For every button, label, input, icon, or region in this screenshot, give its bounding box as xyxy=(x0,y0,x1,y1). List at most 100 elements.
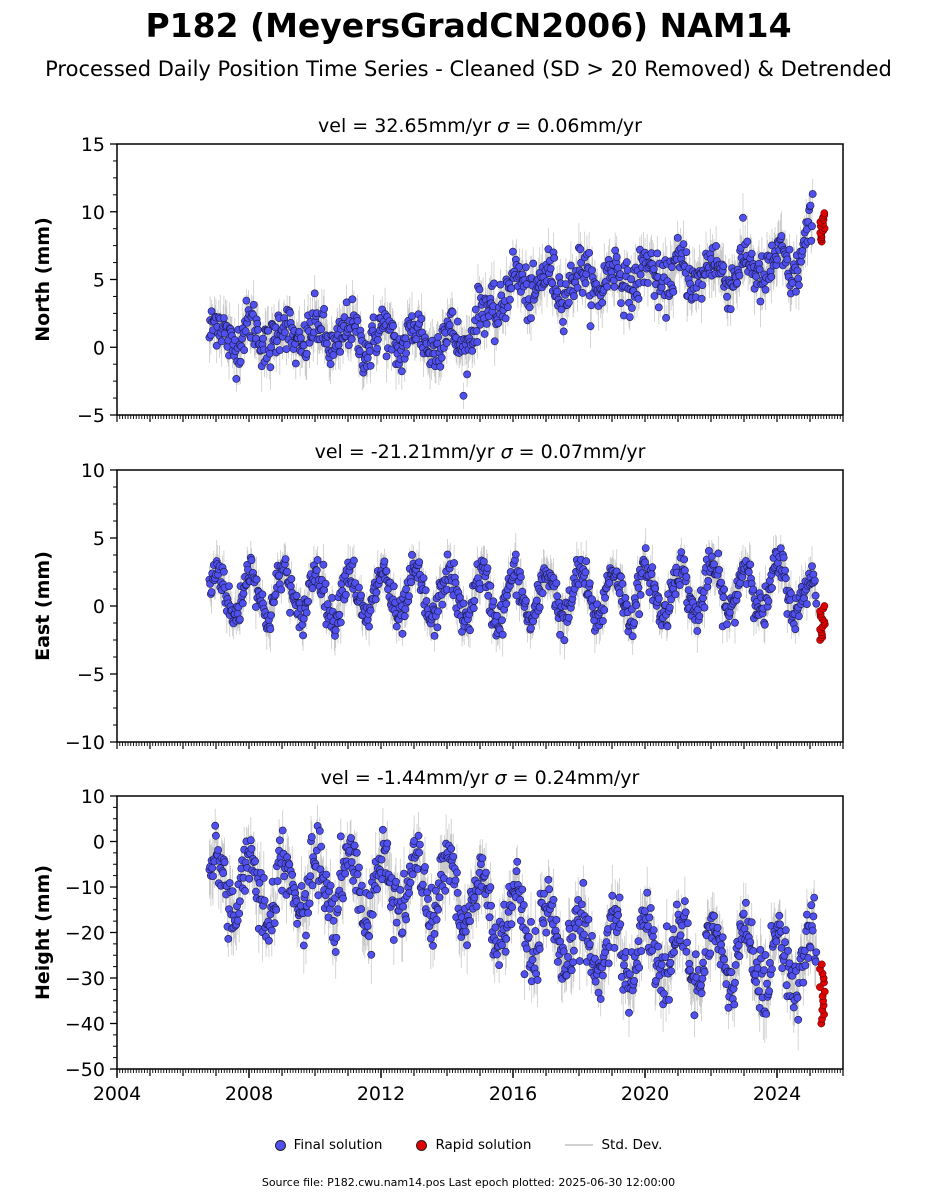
final-point xyxy=(622,258,631,267)
final-point xyxy=(535,603,544,612)
final-point xyxy=(575,918,583,927)
final-point xyxy=(447,844,456,853)
final-point xyxy=(347,858,356,866)
final-point xyxy=(809,912,818,921)
final-point xyxy=(533,976,542,984)
final-point xyxy=(777,232,786,240)
final-point xyxy=(212,341,221,350)
final-point xyxy=(654,303,663,312)
final-point xyxy=(779,553,788,562)
final-point xyxy=(286,608,294,617)
final-point xyxy=(520,970,529,979)
final-point xyxy=(634,583,643,592)
final-point xyxy=(486,883,495,892)
final-point xyxy=(435,893,444,902)
final-point xyxy=(509,247,517,256)
final-point xyxy=(532,969,540,978)
final-point xyxy=(719,262,728,270)
final-point xyxy=(326,360,335,368)
final-point xyxy=(584,915,593,924)
final-point xyxy=(722,980,731,988)
final-point xyxy=(415,840,424,849)
chart-title: P182 (MeyersGradCN2006) NAM14 xyxy=(145,6,792,45)
final-point xyxy=(314,891,323,900)
final-point xyxy=(717,940,726,949)
final-point xyxy=(357,905,365,913)
final-point xyxy=(288,870,297,879)
final-point xyxy=(315,827,324,835)
y-tick-label: 5 xyxy=(93,270,105,292)
final-point xyxy=(527,918,535,926)
final-point xyxy=(307,833,316,841)
y-tick-label: 10 xyxy=(81,786,105,808)
final-point xyxy=(768,965,776,973)
final-point xyxy=(764,597,773,606)
final-point xyxy=(224,935,233,943)
final-point xyxy=(755,987,763,995)
final-point xyxy=(266,363,275,372)
final-point xyxy=(485,913,494,922)
final-point xyxy=(781,938,789,947)
final-point xyxy=(564,298,573,307)
final-point xyxy=(542,928,551,937)
final-point xyxy=(568,933,577,941)
final-point xyxy=(559,947,568,956)
final-point xyxy=(438,600,447,609)
final-point xyxy=(720,585,728,594)
final-point xyxy=(623,266,632,274)
final-point xyxy=(496,280,505,289)
final-point xyxy=(247,844,256,853)
final-point xyxy=(665,996,673,1004)
panel-title: vel = 32.65mm/yr σ = 0.06mm/yr xyxy=(318,115,642,137)
final-point xyxy=(219,869,228,877)
final-point xyxy=(673,900,681,909)
final-point xyxy=(331,626,340,635)
final-point xyxy=(482,868,490,877)
final-point xyxy=(671,590,680,599)
final-point xyxy=(700,968,709,977)
final-point xyxy=(667,967,675,975)
final-point xyxy=(277,585,286,594)
final-point xyxy=(408,312,416,320)
final-point xyxy=(502,935,511,943)
final-point xyxy=(353,316,362,325)
final-point xyxy=(645,588,654,597)
final-point xyxy=(482,319,491,328)
final-point xyxy=(749,947,758,955)
std-dev-bars xyxy=(209,178,814,409)
final-point xyxy=(747,918,756,927)
final-point xyxy=(522,263,530,272)
final-point xyxy=(691,950,700,959)
final-point xyxy=(693,627,702,635)
data-layer xyxy=(205,805,829,1051)
panel-title-sigma: = 0.07mm/yr xyxy=(513,441,646,463)
final-point xyxy=(349,877,357,885)
panel-title-velocity: vel = 32.65mm/yr xyxy=(318,115,497,137)
final-point xyxy=(353,870,362,879)
final-point xyxy=(544,875,553,884)
final-point xyxy=(373,885,381,894)
final-point xyxy=(683,938,691,947)
final-point xyxy=(585,940,594,949)
final-point xyxy=(494,319,503,327)
final-point xyxy=(260,896,269,905)
final-point xyxy=(451,876,460,885)
chart-subtitle: Processed Daily Position Time Series - C… xyxy=(45,57,892,81)
final-point xyxy=(463,941,471,950)
final-point xyxy=(586,322,595,331)
final-point xyxy=(717,578,726,587)
final-point xyxy=(772,937,781,946)
final-point xyxy=(217,337,226,346)
final-point xyxy=(434,905,442,914)
final-point xyxy=(365,932,373,941)
final-point xyxy=(553,592,562,601)
final-point xyxy=(648,563,657,572)
final-point xyxy=(720,955,728,964)
final-point xyxy=(511,550,520,559)
final-point xyxy=(235,615,244,624)
final-point xyxy=(723,292,731,301)
final-point xyxy=(610,282,619,291)
final-point xyxy=(317,842,326,851)
final-point xyxy=(267,926,276,935)
final-point xyxy=(795,612,803,621)
